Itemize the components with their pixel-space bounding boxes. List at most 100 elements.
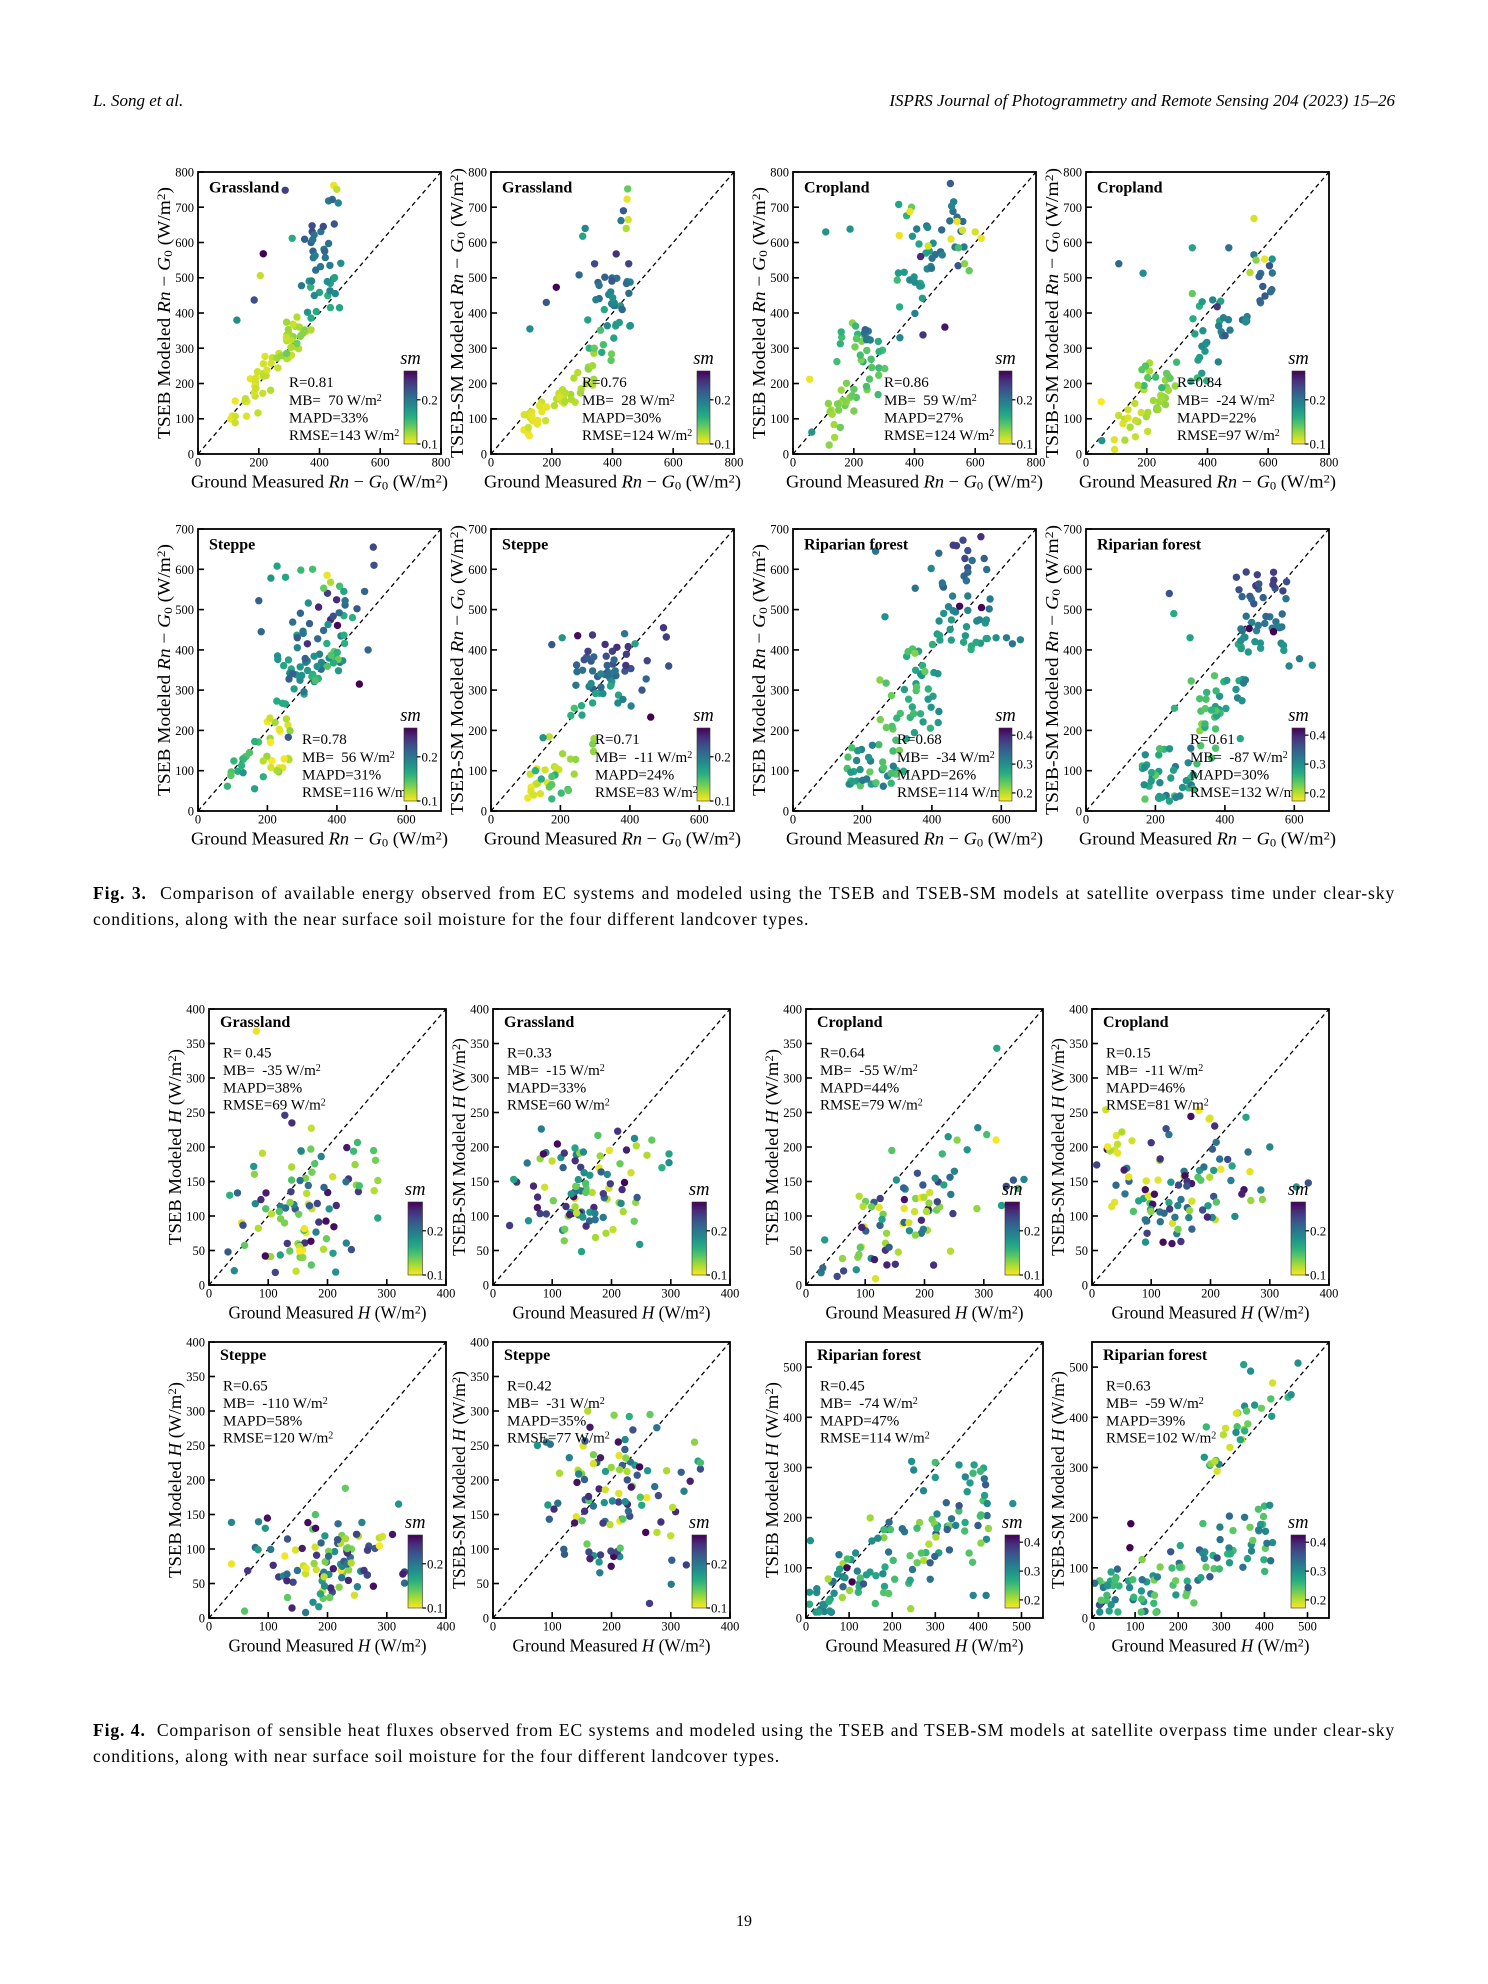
svg-text:200: 200 [1169, 1620, 1188, 1634]
svg-text:150: 150 [470, 1175, 489, 1189]
svg-text:0.2: 0.2 [715, 749, 731, 764]
svg-text:100: 100 [470, 1543, 489, 1557]
svg-text:400: 400 [721, 1620, 740, 1634]
svg-text:MAPD=44%: MAPD=44% [820, 1080, 899, 1096]
svg-text:MB= -11 W/m2: MB= -11 W/m2 [1106, 1063, 1203, 1079]
svg-text:600: 600 [690, 813, 709, 827]
svg-text:600: 600 [175, 563, 194, 577]
svg-text:400: 400 [470, 1336, 489, 1350]
svg-text:0: 0 [488, 813, 494, 827]
svg-text:sm: sm [995, 706, 1016, 726]
svg-text:RMSE=81 W/m2: RMSE=81 W/m2 [1106, 1098, 1209, 1114]
svg-text:R=0.15: R=0.15 [1106, 1046, 1151, 1062]
svg-text:100: 100 [543, 1287, 562, 1301]
svg-text:50: 50 [790, 1244, 803, 1258]
svg-text:R=0.68: R=0.68 [897, 732, 942, 748]
svg-text:400: 400 [1063, 307, 1082, 321]
svg-text:Ground Measured Rn − G0 (W/m2): Ground Measured Rn − G0 (W/m 2) [191, 472, 448, 493]
svg-text:300: 300 [175, 684, 194, 698]
svg-text:600: 600 [966, 456, 985, 470]
svg-text:TSEB-SM Modeled H (W/m2): TSEB-SM Modeled H (W/m2) [1048, 1371, 1068, 1589]
svg-text:100: 100 [783, 1210, 802, 1224]
svg-text:250: 250 [783, 1106, 802, 1120]
svg-text:200: 200 [915, 1287, 934, 1301]
svg-text:0: 0 [483, 1279, 489, 1293]
svg-text:350: 350 [1069, 1037, 1088, 1051]
svg-text:RMSE=77 W/m2: RMSE=77 W/m2 [507, 1431, 610, 1447]
svg-text:0: 0 [488, 456, 494, 470]
svg-text:MAPD=47%: MAPD=47% [820, 1413, 899, 1429]
svg-text:400: 400 [175, 643, 194, 657]
svg-text:800: 800 [468, 166, 487, 180]
svg-text:R=0.64: R=0.64 [820, 1046, 865, 1062]
svg-text:0: 0 [1089, 1287, 1095, 1301]
svg-text:MB= -15 W/m2: MB= -15 W/m2 [507, 1063, 605, 1079]
svg-text:200: 200 [470, 1474, 489, 1488]
svg-text:50: 50 [193, 1244, 206, 1258]
svg-text:Riparian forest: Riparian forest [817, 1347, 922, 1364]
svg-text:0: 0 [1089, 1620, 1095, 1634]
svg-text:400: 400 [328, 813, 347, 827]
svg-text:TSEB Modeled Rn − G0 (W/m2): TSEB Modeled Rn − G0 (W/m2) [749, 544, 770, 796]
svg-text:100: 100 [1063, 764, 1082, 778]
svg-text:600: 600 [770, 563, 789, 577]
svg-text:100: 100 [470, 1210, 489, 1224]
svg-text:MB= -31 W/m2: MB= -31 W/m2 [507, 1396, 605, 1412]
svg-text:200: 200 [318, 1620, 337, 1634]
svg-text:200: 200 [470, 1141, 489, 1155]
svg-text:200: 200 [551, 813, 570, 827]
svg-text:100: 100 [175, 764, 194, 778]
svg-text:200: 200 [770, 377, 789, 391]
svg-text:200: 200 [1146, 813, 1165, 827]
svg-text:400: 400 [1069, 1003, 1088, 1017]
svg-text:MB= -87 W/m2: MB= -87 W/m2 [1190, 750, 1288, 766]
svg-text:200: 200 [770, 724, 789, 738]
svg-text:sm: sm [1002, 1180, 1023, 1200]
svg-text:200: 200 [186, 1141, 205, 1155]
svg-text:500: 500 [468, 271, 487, 285]
svg-text:Riparian forest: Riparian forest [1103, 1347, 1208, 1364]
svg-text:Grassland: Grassland [504, 1014, 574, 1031]
svg-text:R=0.33: R=0.33 [507, 1046, 552, 1062]
svg-text:sm: sm [995, 349, 1016, 369]
svg-text:0: 0 [803, 1620, 809, 1634]
svg-text:0.2: 0.2 [422, 392, 438, 407]
svg-text:RMSE=114 W/m2: RMSE=114 W/m2 [897, 785, 1007, 801]
svg-text:800: 800 [1320, 456, 1339, 470]
svg-text:150: 150 [186, 1175, 205, 1189]
svg-text:MAPD=27%: MAPD=27% [884, 410, 963, 426]
svg-text:Ground Measured H (W/m2): Ground Measured H (W/m2) [229, 1636, 427, 1656]
svg-text:0.2: 0.2 [427, 1556, 443, 1571]
svg-text:0: 0 [790, 813, 796, 827]
svg-text:0: 0 [790, 456, 796, 470]
svg-text:300: 300 [377, 1287, 396, 1301]
svg-text:700: 700 [770, 523, 789, 537]
svg-text:600: 600 [664, 456, 683, 470]
svg-text:Cropland: Cropland [804, 180, 870, 197]
svg-text:TSEB-SM Modeled H (W/m2): TSEB-SM Modeled H (W/m2) [449, 1038, 469, 1256]
svg-text:Grassland: Grassland [220, 1014, 290, 1031]
svg-text:RMSE=116 W/m2: RMSE=116 W/m2 [302, 785, 412, 801]
svg-text:MAPD=33%: MAPD=33% [289, 410, 368, 426]
svg-text:200: 200 [602, 1620, 621, 1634]
svg-text:400: 400 [969, 1620, 988, 1634]
svg-text:500: 500 [1063, 271, 1082, 285]
svg-text:300: 300 [1063, 342, 1082, 356]
svg-text:800: 800 [725, 456, 744, 470]
svg-text:300: 300 [468, 684, 487, 698]
svg-text:Ground Measured H (W/m2): Ground Measured H (W/m2) [513, 1636, 711, 1656]
svg-text:400: 400 [437, 1287, 456, 1301]
svg-text:Steppe: Steppe [220, 1347, 266, 1364]
svg-text:700: 700 [175, 201, 194, 215]
svg-text:400: 400 [905, 456, 924, 470]
svg-text:0: 0 [783, 805, 789, 819]
svg-text:sm: sm [689, 1180, 710, 1200]
svg-text:500: 500 [783, 1361, 802, 1375]
svg-text:TSEB Modeled Rn − G0 (W/m2): TSEB Modeled Rn − G0 (W/m2) [749, 187, 770, 439]
svg-text:0.3: 0.3 [1024, 1564, 1040, 1579]
svg-text:0.1: 0.1 [1017, 437, 1033, 452]
svg-text:Ground Measured H (W/m2): Ground Measured H (W/m2) [1112, 1303, 1310, 1323]
svg-text:350: 350 [470, 1370, 489, 1384]
svg-text:0.1: 0.1 [711, 1601, 727, 1616]
svg-text:0.2: 0.2 [422, 749, 438, 764]
